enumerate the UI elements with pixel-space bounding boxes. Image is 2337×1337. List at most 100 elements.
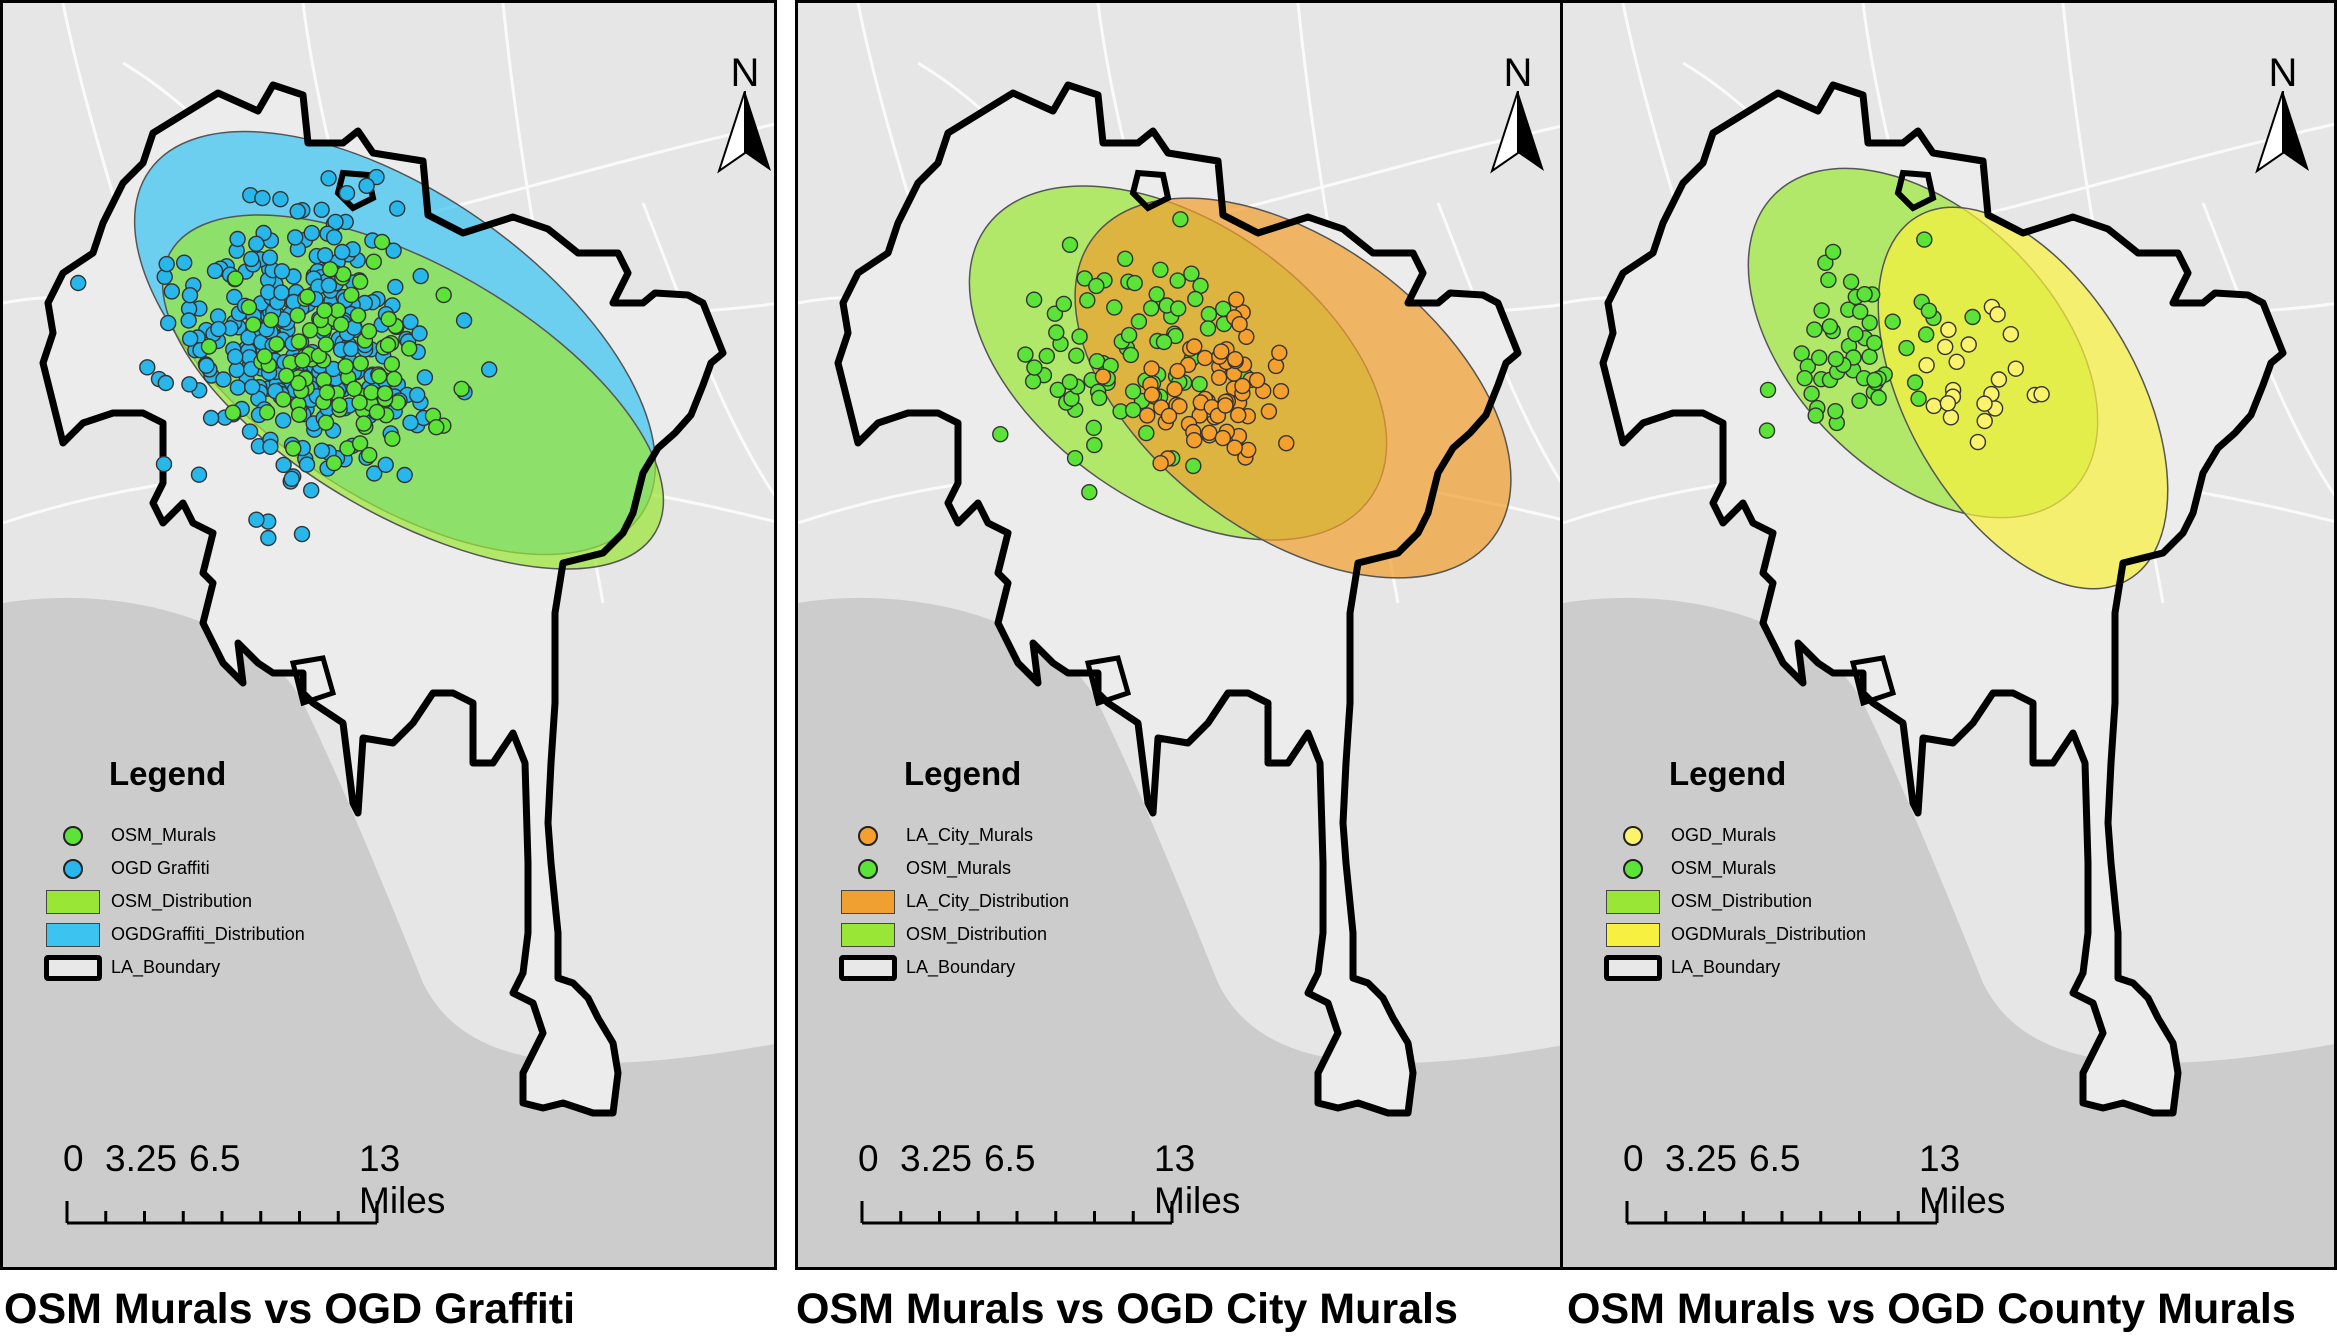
point-marker xyxy=(289,203,306,220)
point-marker xyxy=(1852,303,1869,320)
legend: Legend OSM_Murals OGD Graffiti OSM_Distrib… xyxy=(43,755,383,1005)
la-boundary-enclave xyxy=(334,169,377,212)
point-marker xyxy=(1937,338,1954,356)
scale-label: 3.25 xyxy=(1665,1138,1738,1179)
boundary-symbol-icon xyxy=(1604,954,1662,981)
point-marker xyxy=(325,454,343,472)
point-marker xyxy=(343,286,360,304)
point-marker xyxy=(383,355,400,373)
point-marker xyxy=(1976,395,1993,412)
point-marker xyxy=(366,465,383,482)
point-marker xyxy=(1910,390,1927,407)
point-marker xyxy=(1130,313,1148,330)
point-marker xyxy=(163,283,181,300)
point-marker xyxy=(342,340,360,358)
point-marker xyxy=(240,299,258,316)
point-marker xyxy=(1884,313,1901,330)
distribution-ellipse xyxy=(1877,206,2169,590)
point-marker xyxy=(290,374,307,392)
point-marker xyxy=(200,338,218,355)
point-marker xyxy=(387,278,404,296)
point-marker xyxy=(455,312,473,329)
legend-item: LA_City_Distribution xyxy=(838,885,1178,918)
point-marker xyxy=(361,446,378,464)
point-layer xyxy=(1094,291,1295,472)
point-marker xyxy=(1964,308,1981,326)
point-marker xyxy=(1796,370,1813,387)
point-marker xyxy=(181,376,198,393)
point-marker xyxy=(227,270,244,287)
point-marker xyxy=(384,430,401,447)
point-marker xyxy=(1939,395,1957,412)
point-marker xyxy=(181,330,199,347)
north-label: N xyxy=(2268,51,2298,95)
point-marker xyxy=(313,442,331,459)
point-marker xyxy=(1061,236,1079,254)
north-arrow: N xyxy=(715,51,774,181)
point-marker xyxy=(1821,318,1839,335)
point-marker xyxy=(1124,383,1142,400)
legend-symbol xyxy=(43,951,103,984)
point-marker xyxy=(248,511,265,528)
point-marker xyxy=(1081,484,1098,501)
point-marker xyxy=(322,261,339,278)
la-boundary-enclave xyxy=(1894,169,1937,212)
point-marker xyxy=(229,379,247,396)
point-marker xyxy=(1758,422,1776,439)
map-canvas xyxy=(3,3,774,1267)
point-marker xyxy=(409,386,426,404)
legend-label: LA_City_Distribution xyxy=(906,891,1070,911)
point-marker xyxy=(1170,300,1187,317)
point-marker xyxy=(1827,350,1845,368)
distribution-ellipse xyxy=(1074,197,1512,579)
point-marker xyxy=(1861,314,1878,331)
point-marker xyxy=(358,177,375,195)
point-marker xyxy=(1191,375,1208,393)
point-marker xyxy=(368,403,386,421)
point-marker xyxy=(316,247,334,264)
point-marker xyxy=(1138,424,1155,442)
point-marker xyxy=(254,189,271,207)
scale-bar: 0 3.25 6.5 13 Miles xyxy=(1623,1138,2005,1228)
point-marker xyxy=(370,368,388,385)
point-marker xyxy=(159,314,177,332)
map-panel-county-murals: N Legend OGD_Murals OSM_Murals OSM_Distrib… xyxy=(1560,0,2337,1270)
legend-item: LA_City_Murals xyxy=(838,819,1178,852)
point-marker xyxy=(1866,334,1883,352)
legend-symbol xyxy=(838,951,898,984)
legend-item: LA_Boundary xyxy=(43,951,383,984)
point-marker xyxy=(1117,250,1134,268)
point-marker xyxy=(206,262,224,280)
caption-county-murals: OSM Murals vs OGD County Murals xyxy=(1567,1285,2296,1333)
point-marker xyxy=(262,438,279,455)
point-marker xyxy=(1166,381,1183,398)
point-marker xyxy=(1824,243,1842,261)
legend-item: OSM_Murals xyxy=(838,852,1178,885)
legend-item: OGD_Murals xyxy=(1603,819,1943,852)
point-marker xyxy=(380,310,397,328)
point-marker xyxy=(1055,295,1072,313)
legend-item: OSM_Murals xyxy=(1603,852,1943,885)
area-symbol-icon xyxy=(1606,889,1660,914)
point-symbol-icon xyxy=(63,825,83,846)
point-marker xyxy=(1094,368,1112,385)
point-marker xyxy=(1186,338,1203,355)
legend-item: OGDGraffiti_Distribution xyxy=(43,918,383,951)
point-marker xyxy=(1920,302,1938,319)
point-marker xyxy=(1942,409,1960,426)
point-marker xyxy=(1061,373,1079,391)
legend-item: LA_Boundary xyxy=(1603,951,1943,984)
point-marker xyxy=(396,466,413,484)
point-marker xyxy=(2002,326,2019,343)
legend-symbol xyxy=(1603,885,1663,918)
point-marker xyxy=(1106,299,1123,316)
point-layer xyxy=(1918,298,2050,451)
point-marker xyxy=(428,419,445,436)
point-marker xyxy=(275,391,292,408)
la-boundary-enclave xyxy=(1129,169,1172,212)
point-marker xyxy=(1169,272,1186,289)
point-layer xyxy=(200,233,470,472)
point-symbol-icon xyxy=(1623,858,1643,879)
scale-label: 6.5 xyxy=(189,1138,241,1179)
north-arrow: N xyxy=(2253,51,2313,181)
